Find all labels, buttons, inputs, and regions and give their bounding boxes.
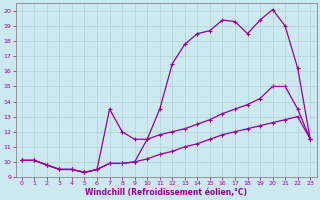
X-axis label: Windchill (Refroidissement éolien,°C): Windchill (Refroidissement éolien,°C) bbox=[85, 188, 247, 197]
